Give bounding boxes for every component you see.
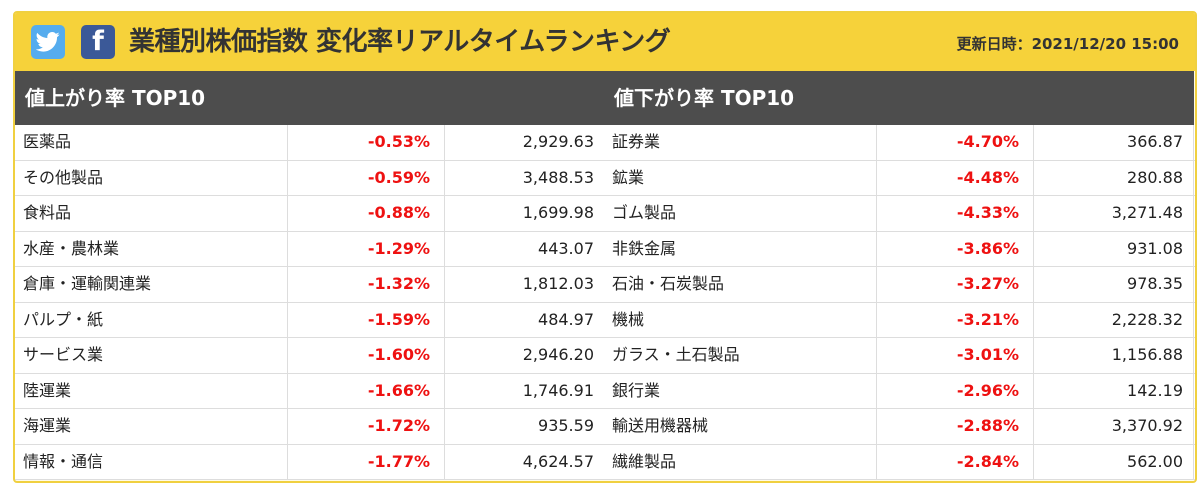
- index-value: 3,370.92: [1034, 409, 1194, 444]
- index-value: 3,271.48: [1034, 196, 1194, 231]
- sector-name: 輸送用機器械: [604, 409, 877, 444]
- table-row: 証券業 -4.70% 366.87: [604, 125, 1195, 161]
- gainers-panel: 値上がり率 TOP10 医薬品 -0.53% 2,929.63 その他製品 -0.59%…: [15, 71, 605, 480]
- change-rate: -1.60%: [288, 338, 445, 373]
- losers-heading: 値下がり率 TOP10: [604, 71, 1195, 125]
- change-rate: -1.29%: [288, 231, 445, 266]
- table-row: 機械 -3.21% 2,228.32: [604, 302, 1195, 338]
- change-rate: -3.21%: [877, 302, 1034, 337]
- index-value: 142.19: [1034, 373, 1194, 408]
- index-value: 366.87: [1034, 125, 1194, 160]
- index-value: 931.08: [1034, 231, 1194, 266]
- table-row: 食料品 -0.88% 1,699.98: [15, 196, 605, 232]
- sector-name: サービス業: [15, 338, 288, 373]
- table-row: 倉庫・運輸関連業 -1.32% 1,812.03: [15, 267, 605, 303]
- sector-name: パルプ・紙: [15, 302, 288, 337]
- change-rate: -3.01%: [877, 338, 1034, 373]
- change-rate: -3.27%: [877, 267, 1034, 302]
- twitter-share-button[interactable]: [31, 25, 65, 59]
- ranking-widget: f 業種別株価指数 変化率リアルタイムランキング 更新日時：2021/12/20…: [13, 11, 1197, 483]
- index-value: 935.59: [445, 409, 605, 444]
- page-title: 業種別株価指数 変化率リアルタイムランキング: [129, 27, 671, 57]
- index-value: 1,699.98: [445, 196, 605, 231]
- gainers-table: 医薬品 -0.53% 2,929.63 その他製品 -0.59% 3,488.53 食料品 -…: [15, 125, 605, 480]
- table-row: 情報・通信 -1.77% 4,624.57: [15, 444, 605, 480]
- sector-name: 水産・農林業: [15, 231, 288, 266]
- table-row: 銀行業 -2.96% 142.19: [604, 373, 1195, 409]
- table-row: 繊維製品 -2.84% 562.00: [604, 444, 1195, 480]
- sector-name: 銀行業: [604, 373, 877, 408]
- index-value: 978.35: [1034, 267, 1194, 302]
- losers-panel: 値下がり率 TOP10 証券業 -4.70% 366.87 鉱業 -4.48% 280.8…: [604, 71, 1195, 480]
- index-value: 1,156.88: [1034, 338, 1194, 373]
- index-value: 2,946.20: [445, 338, 605, 373]
- sector-name: 繊維製品: [604, 444, 877, 479]
- index-value: 443.07: [445, 231, 605, 266]
- index-value: 562.00: [1034, 444, 1194, 479]
- change-rate: -4.33%: [877, 196, 1034, 231]
- index-value: 1,812.03: [445, 267, 605, 302]
- sector-name: ゴム製品: [604, 196, 877, 231]
- index-value: 280.88: [1034, 160, 1194, 195]
- sector-name: 非鉄金属: [604, 231, 877, 266]
- change-rate: -2.88%: [877, 409, 1034, 444]
- change-rate: -2.84%: [877, 444, 1034, 479]
- table-row: 鉱業 -4.48% 280.88: [604, 160, 1195, 196]
- gainers-heading: 値上がり率 TOP10: [15, 71, 605, 125]
- change-rate: -0.88%: [288, 196, 445, 231]
- change-rate: -2.96%: [877, 373, 1034, 408]
- change-rate: -1.66%: [288, 373, 445, 408]
- sector-name: ガラス・土石製品: [604, 338, 877, 373]
- sector-name: 倉庫・運輸関連業: [15, 267, 288, 302]
- sector-name: 海運業: [15, 409, 288, 444]
- sector-name: 機械: [604, 302, 877, 337]
- change-rate: -0.53%: [288, 125, 445, 160]
- table-row: 陸運業 -1.66% 1,746.91: [15, 373, 605, 409]
- sector-name: 鉱業: [604, 160, 877, 195]
- facebook-icon: f: [92, 26, 104, 57]
- table-row: ガラス・土石製品 -3.01% 1,156.88: [604, 338, 1195, 374]
- change-rate: -1.77%: [288, 444, 445, 479]
- facebook-share-button[interactable]: f: [81, 25, 115, 59]
- table-row: 水産・農林業 -1.29% 443.07: [15, 231, 605, 267]
- twitter-icon: [36, 32, 60, 52]
- sector-name: 証券業: [604, 125, 877, 160]
- sector-name: 陸運業: [15, 373, 288, 408]
- index-value: 1,746.91: [445, 373, 605, 408]
- index-value: 2,929.63: [445, 125, 605, 160]
- change-rate: -3.86%: [877, 231, 1034, 266]
- table-row: パルプ・紙 -1.59% 484.97: [15, 302, 605, 338]
- table-row: 非鉄金属 -3.86% 931.08: [604, 231, 1195, 267]
- change-rate: -4.70%: [877, 125, 1034, 160]
- table-row: 海運業 -1.72% 935.59: [15, 409, 605, 445]
- sector-name: 石油・石炭製品: [604, 267, 877, 302]
- index-value: 3,488.53: [445, 160, 605, 195]
- change-rate: -0.59%: [288, 160, 445, 195]
- table-row: ゴム製品 -4.33% 3,271.48: [604, 196, 1195, 232]
- updated-timestamp: 更新日時：2021/12/20 15:00: [956, 35, 1179, 53]
- table-row: 医薬品 -0.53% 2,929.63: [15, 125, 605, 161]
- sector-name: その他製品: [15, 160, 288, 195]
- table-row: 石油・石炭製品 -3.27% 978.35: [604, 267, 1195, 303]
- change-rate: -1.32%: [288, 267, 445, 302]
- sector-name: 情報・通信: [15, 444, 288, 479]
- index-value: 4,624.57: [445, 444, 605, 479]
- index-value: 2,228.32: [1034, 302, 1194, 337]
- index-value: 484.97: [445, 302, 605, 337]
- change-rate: -4.48%: [877, 160, 1034, 195]
- table-row: サービス業 -1.60% 2,946.20: [15, 338, 605, 374]
- sector-name: 医薬品: [15, 125, 288, 160]
- widget-header: f 業種別株価指数 変化率リアルタイムランキング 更新日時：2021/12/20…: [15, 13, 1195, 71]
- table-row: 輸送用機器械 -2.88% 3,370.92: [604, 409, 1195, 445]
- sector-name: 食料品: [15, 196, 288, 231]
- change-rate: -1.72%: [288, 409, 445, 444]
- change-rate: -1.59%: [288, 302, 445, 337]
- losers-table: 証券業 -4.70% 366.87 鉱業 -4.48% 280.88 ゴム製品 -4.33% 3…: [604, 125, 1195, 480]
- table-row: その他製品 -0.59% 3,488.53: [15, 160, 605, 196]
